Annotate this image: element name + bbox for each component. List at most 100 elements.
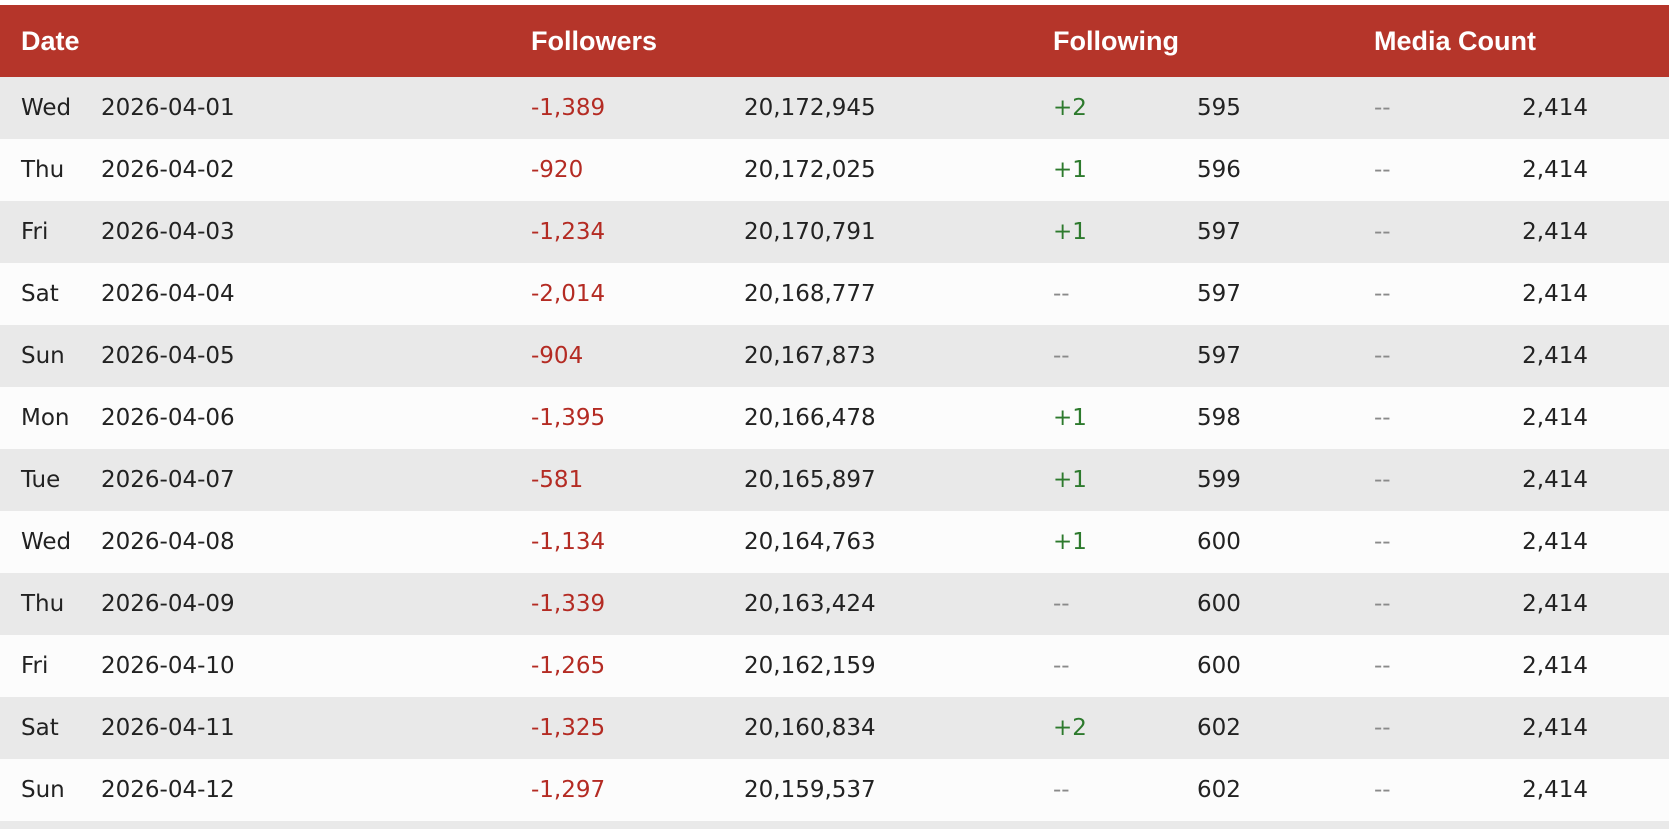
table-row: Tue 2026-04-07 -581 20,165,897 +1 599 -- 2,414 bbox=[0, 449, 1669, 511]
followers-delta: -1,339 bbox=[531, 591, 606, 617]
row-day: Sat bbox=[21, 715, 59, 741]
followers-delta: -1,325 bbox=[531, 715, 606, 741]
row-date: 2026-04-11 bbox=[101, 715, 235, 741]
media-delta: -- bbox=[1374, 157, 1391, 183]
table-row: Thu 2026-04-09 -1,339 20,163,424 -- 600 -- 2,41… bbox=[0, 573, 1669, 635]
row-date: 2026-04-12 bbox=[101, 777, 235, 803]
row-day: Wed bbox=[21, 529, 72, 555]
row-day: Wed bbox=[21, 95, 72, 121]
following-delta: -- bbox=[1053, 653, 1070, 679]
following-total: 597 bbox=[1197, 219, 1241, 245]
followers-delta: -1,395 bbox=[531, 405, 606, 431]
row-date: 2026-04-06 bbox=[101, 405, 235, 431]
following-delta: +2 bbox=[1053, 715, 1087, 741]
following-total: 595 bbox=[1197, 95, 1241, 121]
following-total: 598 bbox=[1197, 405, 1241, 431]
table-row: Fri 2026-04-10 -1,265 20,162,159 -- 600 -- 2,41… bbox=[0, 635, 1669, 697]
table-row: Mon 2026-04-06 -1,395 20,166,478 +1 598 -- 2,41… bbox=[0, 387, 1669, 449]
table-row: Wed 2026-04-01 -1,389 20,172,945 +2 595 -- 2,41… bbox=[0, 77, 1669, 139]
following-delta: +1 bbox=[1053, 529, 1087, 555]
media-delta: -- bbox=[1374, 467, 1391, 493]
followers-delta: -2,014 bbox=[531, 281, 606, 307]
followers-total: 20,162,159 bbox=[744, 653, 876, 679]
row-day: Fri bbox=[21, 219, 49, 245]
row-day: Sat bbox=[21, 281, 59, 307]
table-body: Wed 2026-04-01 -1,389 20,172,945 +2 595 -- 2,41… bbox=[0, 77, 1669, 821]
table-row: Sun 2026-04-05 -904 20,167,873 -- 597 -- 2,414 bbox=[0, 325, 1669, 387]
followers-total: 20,167,873 bbox=[744, 343, 876, 369]
following-total: 602 bbox=[1197, 777, 1241, 803]
table-row: Thu 2026-04-02 -920 20,172,025 +1 596 -- 2,414 bbox=[0, 139, 1669, 201]
row-date: 2026-04-02 bbox=[101, 157, 235, 183]
followers-total: 20,160,834 bbox=[744, 715, 876, 741]
header-following[interactable]: Following bbox=[1053, 26, 1179, 56]
media-total: 2,414 bbox=[1522, 157, 1588, 183]
followers-total: 20,159,537 bbox=[744, 777, 876, 803]
media-delta: -- bbox=[1374, 591, 1391, 617]
table-row: Fri 2026-04-03 -1,234 20,170,791 +1 597 -- 2,41… bbox=[0, 201, 1669, 263]
following-delta: +1 bbox=[1053, 467, 1087, 493]
media-delta: -- bbox=[1374, 343, 1391, 369]
followers-total: 20,163,424 bbox=[744, 591, 876, 617]
followers-total: 20,168,777 bbox=[744, 281, 876, 307]
row-day: Mon bbox=[21, 405, 70, 431]
followers-delta: -1,134 bbox=[531, 529, 606, 555]
header-followers[interactable]: Followers bbox=[531, 26, 658, 56]
header-media-count[interactable]: Media Count bbox=[1374, 26, 1536, 56]
row-date: 2026-04-10 bbox=[101, 653, 235, 679]
following-delta: -- bbox=[1053, 591, 1070, 617]
row-date: 2026-04-05 bbox=[101, 343, 235, 369]
following-total: 602 bbox=[1197, 715, 1241, 741]
row-day: Tue bbox=[21, 467, 61, 493]
followers-delta: -904 bbox=[531, 343, 584, 369]
followers-delta: -920 bbox=[531, 157, 584, 183]
table-header: Date Followers Following Media Count bbox=[0, 5, 1669, 77]
row-day: Fri bbox=[21, 653, 49, 679]
following-delta: -- bbox=[1053, 281, 1070, 307]
media-delta: -- bbox=[1374, 219, 1391, 245]
following-total: 600 bbox=[1197, 529, 1241, 555]
media-total: 2,414 bbox=[1522, 467, 1588, 493]
row-day: Thu bbox=[21, 157, 65, 183]
following-total: 599 bbox=[1197, 467, 1241, 493]
media-total: 2,414 bbox=[1522, 591, 1588, 617]
following-total: 600 bbox=[1197, 591, 1241, 617]
row-date: 2026-04-01 bbox=[101, 95, 235, 121]
header-date[interactable]: Date bbox=[21, 26, 80, 56]
row-date: 2026-04-09 bbox=[101, 591, 235, 617]
media-delta: -- bbox=[1374, 405, 1391, 431]
media-total: 2,414 bbox=[1522, 281, 1588, 307]
row-date: 2026-04-07 bbox=[101, 467, 235, 493]
table-row: Wed 2026-04-08 -1,134 20,164,763 +1 600 -- 2,41… bbox=[0, 511, 1669, 573]
following-total: 597 bbox=[1197, 343, 1241, 369]
followers-delta: -1,265 bbox=[531, 653, 606, 679]
followers-delta: -1,389 bbox=[531, 95, 606, 121]
followers-delta: -581 bbox=[531, 467, 584, 493]
table-row: Sat 2026-04-04 -2,014 20,168,777 -- 597 -- 2,41… bbox=[0, 263, 1669, 325]
followers-delta: -1,234 bbox=[531, 219, 606, 245]
media-delta: -- bbox=[1374, 95, 1391, 121]
media-delta: -- bbox=[1374, 777, 1391, 803]
stats-table: Date Followers Following Media Count Wed… bbox=[0, 5, 1669, 829]
media-total: 2,414 bbox=[1522, 95, 1588, 121]
followers-delta: -1,297 bbox=[531, 777, 606, 803]
followers-total: 20,170,791 bbox=[744, 219, 876, 245]
following-total: 596 bbox=[1197, 157, 1241, 183]
row-day: Thu bbox=[21, 591, 65, 617]
media-total: 2,414 bbox=[1522, 715, 1588, 741]
media-total: 2,414 bbox=[1522, 219, 1588, 245]
media-total: 2,414 bbox=[1522, 653, 1588, 679]
media-delta: -- bbox=[1374, 529, 1391, 555]
table-next-row-edge bbox=[0, 821, 1669, 829]
row-day: Sun bbox=[21, 343, 65, 369]
followers-total: 20,172,945 bbox=[744, 95, 876, 121]
followers-total: 20,165,897 bbox=[744, 467, 876, 493]
followers-total: 20,172,025 bbox=[744, 157, 876, 183]
table-row: Sun 2026-04-12 -1,297 20,159,537 -- 602 -- 2,41… bbox=[0, 759, 1669, 821]
media-total: 2,414 bbox=[1522, 529, 1588, 555]
media-total: 2,414 bbox=[1522, 405, 1588, 431]
row-date: 2026-04-08 bbox=[101, 529, 235, 555]
row-date: 2026-04-04 bbox=[101, 281, 235, 307]
following-delta: -- bbox=[1053, 343, 1070, 369]
row-day: Sun bbox=[21, 777, 65, 803]
